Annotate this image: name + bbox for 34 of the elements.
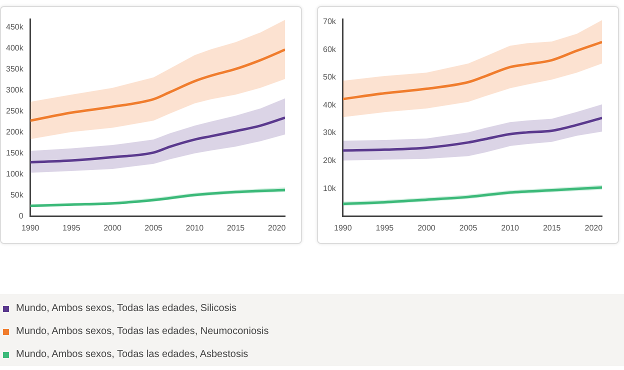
x-tick-label: 2005	[144, 223, 164, 232]
y-tick-label: 50k	[10, 190, 24, 200]
y-tick-label: 20k	[322, 156, 337, 165]
y-tick-label: 350k	[6, 64, 24, 74]
legend-label: Mundo, Ambos sexos, Todas las edades, Neumoconiosis	[16, 326, 269, 337]
x-tick-label: 2020	[584, 223, 604, 232]
x-tick-label: 2015	[226, 223, 246, 232]
y-tick-label: 300k	[6, 86, 24, 95]
y-tick-label: 400k	[6, 44, 24, 53]
y-tick-label: 50k	[322, 72, 337, 82]
y-tick-label: 10k	[322, 184, 337, 193]
y-tick-label: 250k	[6, 106, 24, 116]
x-tick-label: 2020	[268, 223, 286, 232]
x-tick-label: 1990	[334, 223, 352, 232]
x-tick-label: 1990	[21, 223, 40, 232]
x-tick-label: 2015	[542, 223, 562, 232]
y-tick-label: 100k	[6, 170, 24, 179]
y-tick-label: 60k	[322, 44, 337, 54]
x-tick-label: 2005	[459, 223, 478, 232]
y-tick-label: 150k	[6, 148, 24, 158]
y-tick-label: 0	[18, 212, 24, 221]
x-tick-label: 2000	[418, 223, 436, 232]
x-tick-label: 1995	[376, 223, 394, 232]
y-tick-label: 40k	[322, 100, 337, 110]
y-tick-label: 70k	[322, 16, 337, 26]
y-tick-label: 30k	[322, 128, 337, 138]
y-tick-label: 200k	[6, 128, 24, 137]
legend-label: Mundo, Ambos sexos, Todas las edades, Asbestosis	[16, 349, 248, 360]
x-tick-label: 2000	[104, 223, 122, 232]
legend-label: Mundo, Ambos sexos, Todas las edades, Silicosis	[16, 303, 236, 314]
x-tick-label: 1995	[62, 223, 81, 232]
x-tick-label: 2010	[186, 223, 204, 232]
y-tick-label: 450k	[6, 22, 24, 32]
x-tick-label: 2010	[501, 223, 520, 232]
